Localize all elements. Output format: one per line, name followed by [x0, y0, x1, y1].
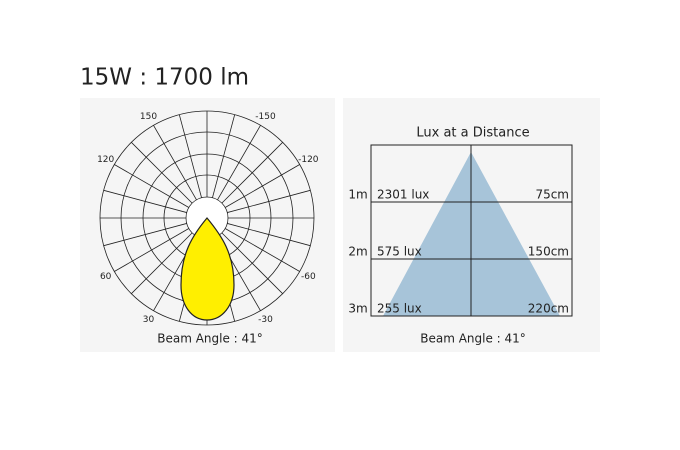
angle-label: 30 — [143, 315, 155, 325]
lux-label: 2301 lux — [377, 188, 429, 202]
diameter-label: 220cm — [528, 302, 569, 316]
angle-label: -120 — [298, 155, 319, 165]
lux-title: Lux at a Distance — [416, 126, 529, 141]
ring — [99, 110, 315, 326]
angle-label: -60 — [301, 272, 316, 282]
lux-caption: Beam Angle : 41° — [420, 332, 526, 346]
angle-label: 60 — [100, 272, 112, 282]
beam-lobe — [180, 217, 235, 321]
distance-label: 1m — [348, 188, 367, 202]
lux-rows: 1m 2301 lux 75cm 2m 575 lux 150cm 3m 255 lux 220… — [348, 188, 569, 316]
lux-label: 575 lux — [377, 245, 422, 259]
angle-label: 150 — [140, 112, 157, 122]
distance-label: 2m — [348, 245, 367, 259]
angle-label: -150 — [255, 112, 276, 122]
page-title: 15W : 1700 lm — [80, 65, 249, 91]
angle-label: 120 — [97, 155, 114, 165]
diameter-label: 150cm — [528, 245, 569, 259]
polar-grid: -150 150 -120 120 -60 60 -30 30 — [97, 110, 319, 326]
distance-label: 3m — [348, 302, 367, 316]
angle-label: -30 — [258, 315, 273, 325]
diameter-label: 75cm — [535, 188, 569, 202]
polar-caption: Beam Angle : 41° — [157, 332, 263, 346]
lux-label: 255 lux — [377, 302, 422, 316]
